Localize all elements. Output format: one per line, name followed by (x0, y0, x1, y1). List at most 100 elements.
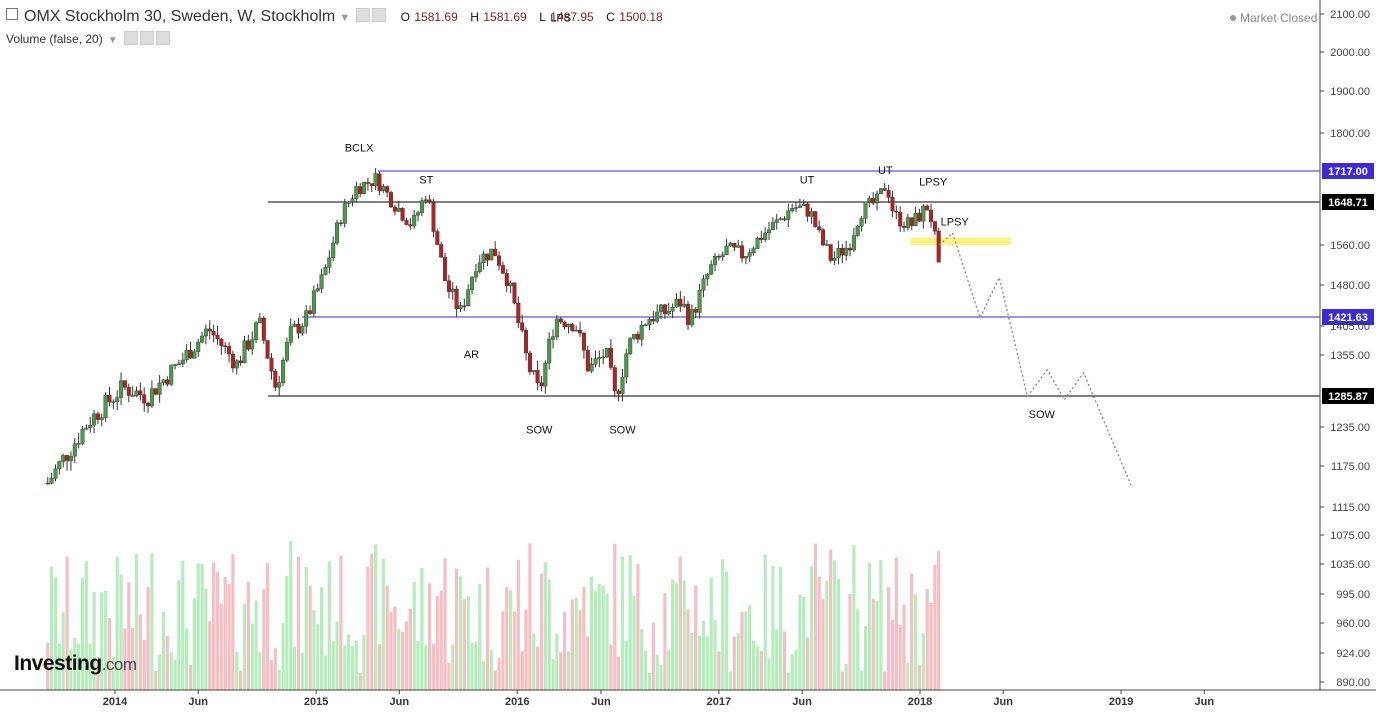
volume-bar (115, 556, 119, 690)
candle (786, 203, 791, 227)
candle (99, 413, 104, 427)
volume-bar (138, 614, 142, 690)
gear-icon[interactable] (372, 8, 387, 22)
candle (566, 323, 571, 334)
candle (608, 338, 613, 371)
volume-bar (566, 650, 571, 690)
chevron-down-icon[interactable]: ▼ (339, 12, 351, 24)
volume-bar (331, 641, 335, 690)
candle (88, 416, 93, 433)
volume-bar (354, 640, 358, 690)
collapse-icon[interactable] (6, 8, 18, 20)
volume-bar (192, 598, 196, 690)
annotation-label: UT (800, 174, 815, 186)
volume-bar (208, 621, 212, 690)
annotation-label: SOW (609, 425, 636, 437)
candle (655, 304, 660, 324)
volume-bar (860, 670, 864, 690)
brand-logo: Investing.com (14, 652, 137, 676)
candle (867, 195, 872, 208)
volume-bar (690, 632, 694, 690)
indicator-close-icon[interactable] (155, 31, 170, 45)
candle (693, 306, 698, 319)
x-tick-label: 2016 (505, 696, 529, 708)
candle (882, 183, 887, 192)
volume-bar (304, 566, 308, 690)
candle (335, 219, 340, 245)
x-tick-label: 2014 (103, 696, 128, 708)
candle (554, 315, 559, 341)
volume-bar (482, 661, 486, 690)
candle (871, 192, 876, 205)
volume-bar (574, 597, 578, 690)
volume-bar (177, 580, 181, 690)
volume-bar (119, 574, 123, 690)
candle (551, 329, 556, 349)
candle (470, 276, 475, 295)
candle (130, 386, 135, 397)
candle (902, 221, 907, 232)
candle (859, 215, 864, 232)
candle (543, 360, 548, 394)
candle (49, 472, 54, 485)
indicator-chevron-icon[interactable]: ▼ (107, 35, 118, 46)
volume-bar (647, 673, 652, 690)
candle (119, 372, 124, 405)
indicator-eye-icon[interactable] (123, 31, 138, 45)
volume-bar (902, 604, 906, 690)
volume-bar (96, 661, 100, 690)
candle (863, 201, 868, 224)
candle (65, 454, 70, 471)
annotation-label: BCLX (345, 142, 374, 154)
volume-bar (273, 648, 277, 690)
volume-bar (428, 583, 432, 690)
candle (84, 424, 89, 431)
candle (686, 301, 691, 330)
volume-bar (833, 560, 837, 690)
y-tick-label: 2000.00 (1330, 47, 1370, 59)
volume-bar (713, 620, 717, 690)
candle (797, 198, 802, 209)
x-tick-label: 2015 (304, 696, 328, 708)
volume-bar (289, 540, 293, 690)
volume-bar (744, 611, 748, 690)
candle (504, 268, 509, 292)
volume-bar (185, 628, 189, 690)
volume-bar (458, 576, 463, 690)
volume-bar (92, 591, 96, 690)
y-tick-label: 1235.00 (1330, 422, 1370, 434)
candle (76, 433, 81, 449)
volume-bar (578, 610, 582, 690)
volume-bar (883, 671, 887, 690)
candle (917, 208, 922, 223)
y-tick-label: 1175.00 (1331, 461, 1370, 473)
volume-bar (887, 586, 891, 690)
volume-bar (181, 560, 185, 690)
volume-bar (104, 590, 108, 690)
volume-bar (80, 578, 85, 690)
candle (639, 320, 644, 347)
eye-icon[interactable] (356, 8, 371, 22)
volume-bar (323, 655, 328, 690)
x-tick-label: 2019 (1109, 696, 1133, 708)
candle (817, 220, 822, 233)
candle (589, 357, 594, 373)
candle (794, 202, 799, 213)
candle (909, 217, 914, 231)
volume-bar (844, 664, 848, 690)
volume-bar (123, 628, 127, 690)
y-tick-label: 1480.00 (1330, 280, 1370, 292)
candle (80, 425, 85, 446)
candle (265, 340, 270, 359)
candle (836, 241, 841, 265)
candle (200, 332, 205, 344)
candle (558, 316, 563, 325)
open-label: O (400, 10, 410, 24)
volume-bar (455, 568, 459, 690)
volume-bar (543, 562, 547, 690)
volume-bar (239, 670, 243, 690)
indicator-gear-icon[interactable] (139, 31, 154, 45)
volume-bar (131, 628, 135, 690)
volume-bar (605, 593, 609, 690)
volume-bar (736, 633, 740, 690)
